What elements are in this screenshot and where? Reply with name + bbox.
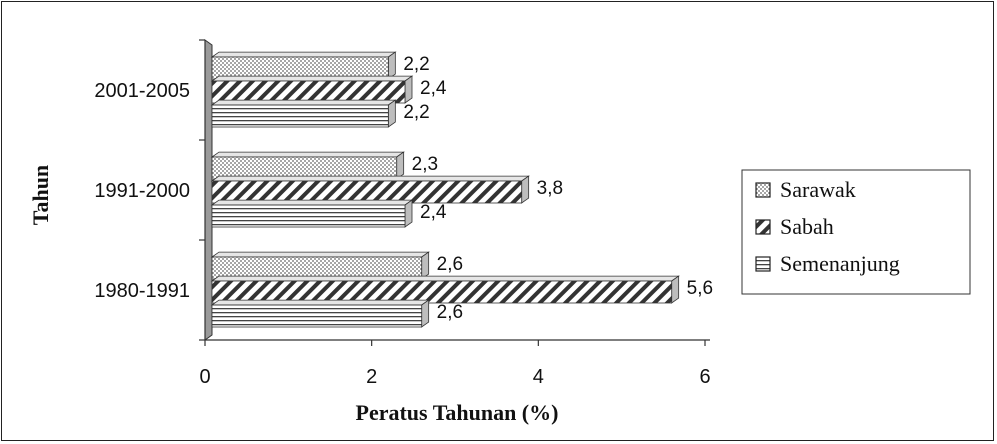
bar-side-face [404,199,413,228]
legend-label-sarawak: Sarawak [780,177,856,202]
legend-box [741,169,971,295]
bar-top-face [210,299,430,306]
x-tick-label: 2 [366,366,377,388]
bar-semenanjung [211,304,423,328]
bar-side-face [387,99,396,128]
x-tick-label: 6 [699,366,710,388]
axis-wall [204,39,213,341]
y-tick-label: 1980-1991 [94,280,190,302]
bar-side-face [521,175,530,204]
x-tick-label: 0 [199,366,210,388]
data-label: 3,8 [537,178,563,199]
bar-top-face [210,275,680,282]
data-label: 2,2 [403,102,429,123]
data-label: 2,4 [420,78,447,99]
data-label: 2,2 [403,54,429,75]
bar-side-face [396,151,405,180]
bar-side-face [421,299,430,328]
y-axis-title: Tahun [28,165,53,225]
bar-top-face [210,99,397,106]
x-axis-title: Peratus Tahunan (%) [356,400,559,425]
bar-top-face [210,51,397,58]
y-tick-label: 1991-2000 [94,180,190,202]
x-tick-label: 4 [533,366,544,388]
bar-top-face [210,199,414,206]
legend-swatch-sarawak [755,182,771,198]
data-label: 2,3 [412,154,438,175]
bar-top-face [210,251,430,258]
bar-side-face [671,275,680,304]
bar-side-face [404,75,413,104]
bar-side-face [421,251,430,280]
bar-top-face [210,75,414,82]
legend-swatch-sabah [755,219,771,235]
bar-top-face [210,175,530,182]
bar-sabah [211,280,673,304]
legend-label-semenanjung: Semenanjung [780,251,900,276]
data-label: 2,6 [437,302,463,323]
y-tick-label: 2001-2005 [94,80,190,102]
bar-top-face [210,151,405,158]
legend-label-sabah: Sabah [780,214,834,239]
data-label: 2,4 [420,202,447,223]
bar-side-face [387,51,396,80]
data-label: 5,6 [687,278,713,299]
data-label: 2,6 [437,254,463,275]
bar-semenanjung [211,104,389,128]
bar-semenanjung [211,204,406,228]
bar-sabah [211,180,523,204]
bar-sarawak [211,156,398,180]
legend-swatch-semenanjung [755,256,771,272]
